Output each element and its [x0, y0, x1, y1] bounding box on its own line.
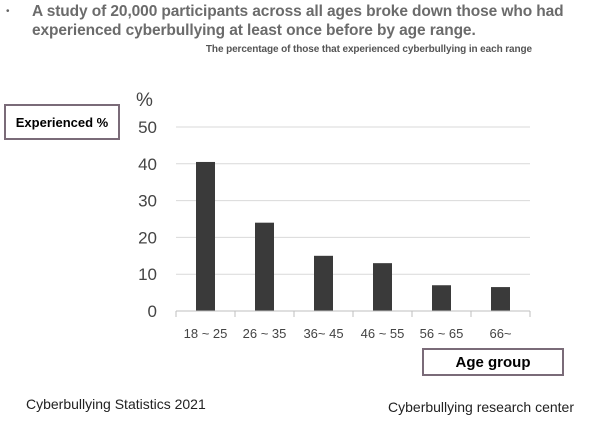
bar-18-25	[196, 161, 215, 311]
x-axis-label: Age group	[455, 353, 531, 371]
y-axis-label-box: Experienced %	[4, 104, 120, 140]
axes	[175, 310, 531, 317]
x-tick-label-3: 46 ~ 55	[361, 326, 405, 341]
y-axis-label: Experienced %	[15, 114, 109, 130]
x-tick-label-1: 26 ~ 35	[243, 326, 287, 341]
x-axis-label-box: Age group	[422, 348, 564, 376]
source-note-left: Cyberbullying Statistics 2021	[26, 396, 206, 412]
bar-36-45	[314, 255, 333, 311]
x-tick-label-4: 56 ~ 65	[420, 326, 464, 341]
y-tick-label-20: 20	[138, 228, 157, 247]
y-tick-label-10: 10	[138, 265, 157, 284]
y-tick-label-0: 0	[148, 302, 157, 321]
bar-46-55	[373, 263, 392, 311]
x-tick-label-0: 18 ~ 25	[184, 326, 228, 341]
y-unit-label: %	[136, 90, 153, 111]
y-tick-label-40: 40	[138, 155, 157, 174]
bar-26-35	[255, 222, 274, 311]
bars	[196, 161, 510, 311]
bar-56-65	[432, 285, 451, 311]
bar-66-	[491, 287, 510, 311]
y-tick-label-30: 30	[138, 192, 157, 211]
headline: A study of 20,000 participants across al…	[32, 3, 564, 39]
bullet-point: •	[6, 6, 10, 17]
source-note-right: Cyberbullying research center	[388, 399, 574, 415]
tick-labels: 0 10 20 30 40 50% 18 ~ 25 26 ~ 35 36~ 45 46 ~ 55 5…	[136, 90, 512, 341]
y-tick-label-50: 50	[138, 118, 157, 137]
x-tick-label-5: 66~	[489, 326, 511, 341]
x-tick-label-2: 36~ 45	[303, 326, 343, 341]
gridlines	[176, 126, 530, 275]
chart-subtitle: The percentage of those that experienced…	[205, 44, 532, 55]
